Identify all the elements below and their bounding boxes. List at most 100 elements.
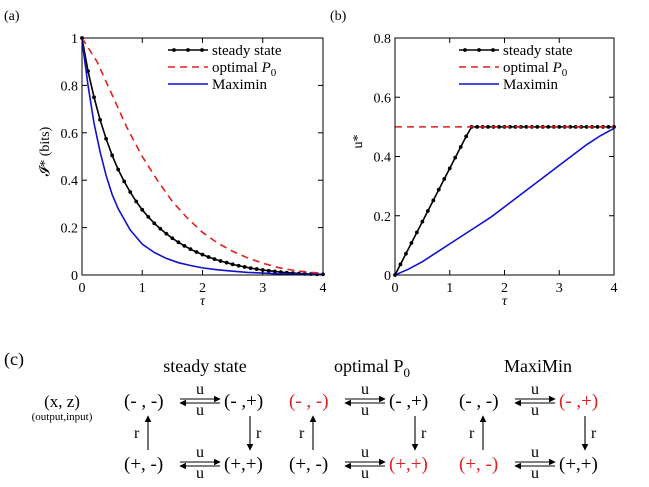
y-tick-label: 0.8 — [374, 32, 392, 47]
panel-label: (c) — [4, 349, 24, 370]
y-tick-label: 0.8 — [61, 79, 79, 94]
rate-r-label: r — [299, 425, 305, 442]
series-line-maximin — [395, 127, 614, 276]
rate-u-label: u — [361, 444, 369, 461]
state-br: (+,+) — [559, 454, 598, 475]
series-line-maximin — [82, 40, 323, 276]
data-point — [606, 124, 611, 129]
scheme-title: steady state — [163, 356, 246, 376]
state-tr: (- ,+) — [559, 391, 598, 412]
x-tick-label: 3 — [556, 281, 563, 296]
data-point — [420, 219, 425, 224]
y-tick-label: 1 — [71, 32, 78, 47]
axes-box — [81, 37, 324, 276]
x-tick-label: 4 — [611, 281, 618, 296]
legend-entry: Maximin — [503, 77, 558, 93]
rate-r-label: r — [421, 425, 427, 442]
state-br: (+,+) — [389, 454, 428, 475]
data-point — [110, 153, 115, 158]
scheme-title: MaxiMin — [504, 356, 572, 376]
data-point — [425, 209, 430, 213]
data-point — [134, 199, 139, 204]
rate-u-label: u — [361, 402, 369, 419]
x-axis-label: τ — [502, 294, 508, 309]
y-tick-label: 0.2 — [61, 222, 79, 237]
data-point — [170, 236, 175, 241]
x-tick-label: 0 — [392, 281, 399, 296]
data-point — [152, 221, 157, 226]
data-point — [546, 124, 551, 129]
data-point — [92, 95, 96, 100]
rate-u-label: u — [361, 381, 369, 398]
x-tick-label: 4 — [320, 281, 327, 296]
rate-u-label: u — [531, 381, 539, 398]
x-tick-label: 1 — [139, 281, 146, 296]
data-point — [568, 124, 573, 129]
data-point — [164, 231, 169, 236]
data-point — [218, 259, 223, 263]
data-point — [158, 226, 163, 231]
data-point — [176, 240, 181, 245]
legend-entry: steady state — [212, 43, 282, 59]
data-point — [122, 179, 127, 184]
x-tick-label: 0 — [79, 281, 86, 296]
data-point — [442, 177, 447, 181]
rate-r-label: r — [134, 425, 140, 442]
data-point — [206, 255, 211, 259]
data-point — [415, 230, 419, 235]
data-point — [404, 251, 408, 256]
data-point — [595, 124, 600, 129]
data-point — [212, 257, 217, 262]
state-br: (+,+) — [224, 454, 263, 475]
state-tr: (- ,+) — [389, 391, 428, 412]
data-point — [116, 167, 121, 172]
data-point — [535, 124, 540, 129]
data-point — [475, 124, 480, 129]
rate-u-label: u — [196, 465, 204, 482]
data-point — [140, 207, 145, 212]
state-tl: (- , -) — [289, 391, 329, 412]
y-tick-label: 0 — [384, 269, 391, 284]
series-line-optimal-p0 — [82, 37, 323, 275]
y-tick-label: 0.4 — [61, 174, 79, 189]
data-point — [266, 268, 271, 273]
rate-r-label: r — [469, 425, 475, 442]
data-point — [254, 267, 259, 271]
data-point — [458, 145, 463, 149]
rate-r-label: r — [256, 425, 262, 442]
data-point — [248, 266, 253, 271]
scheme-1: steady state(- , -) (- ,+)(+, -) (+,+)uuuu… — [124, 356, 263, 482]
scheme-title: optimal P0 — [334, 356, 410, 380]
legend-entry: Maximin — [212, 77, 267, 93]
data-point — [453, 155, 458, 160]
data-point — [409, 241, 414, 245]
legend-entry: steady state — [503, 43, 573, 59]
data-point — [497, 124, 501, 129]
data-point — [104, 136, 108, 141]
data-point — [194, 250, 199, 254]
data-point — [188, 247, 193, 252]
x-axis-label: τ — [200, 294, 206, 309]
axes-sublabel: (output,input) — [32, 411, 93, 423]
data-point — [182, 243, 187, 248]
chart-b: (b) 0 1 2 3 4 0 0.2 0.4 0.6 0.8 τ u* steady stateopti… — [330, 9, 618, 309]
data-point — [86, 69, 90, 74]
data-point — [447, 166, 452, 171]
data-point — [464, 134, 469, 139]
rate-u-label: u — [531, 402, 539, 419]
data-point — [524, 124, 529, 129]
data-point — [486, 124, 490, 129]
data-point — [98, 117, 102, 122]
rate-u-label: u — [196, 402, 204, 419]
rate-u-label: u — [531, 444, 539, 461]
state-diagram: (c) (x, z)(output,input) steady state (- , … — [4, 349, 598, 482]
series-line-steady-state — [82, 37, 323, 276]
y-tick-label: 0.6 — [374, 91, 392, 106]
data-point — [436, 187, 441, 192]
x-tick-label: 2 — [501, 281, 508, 296]
y-tick-label: 0 — [71, 269, 78, 284]
